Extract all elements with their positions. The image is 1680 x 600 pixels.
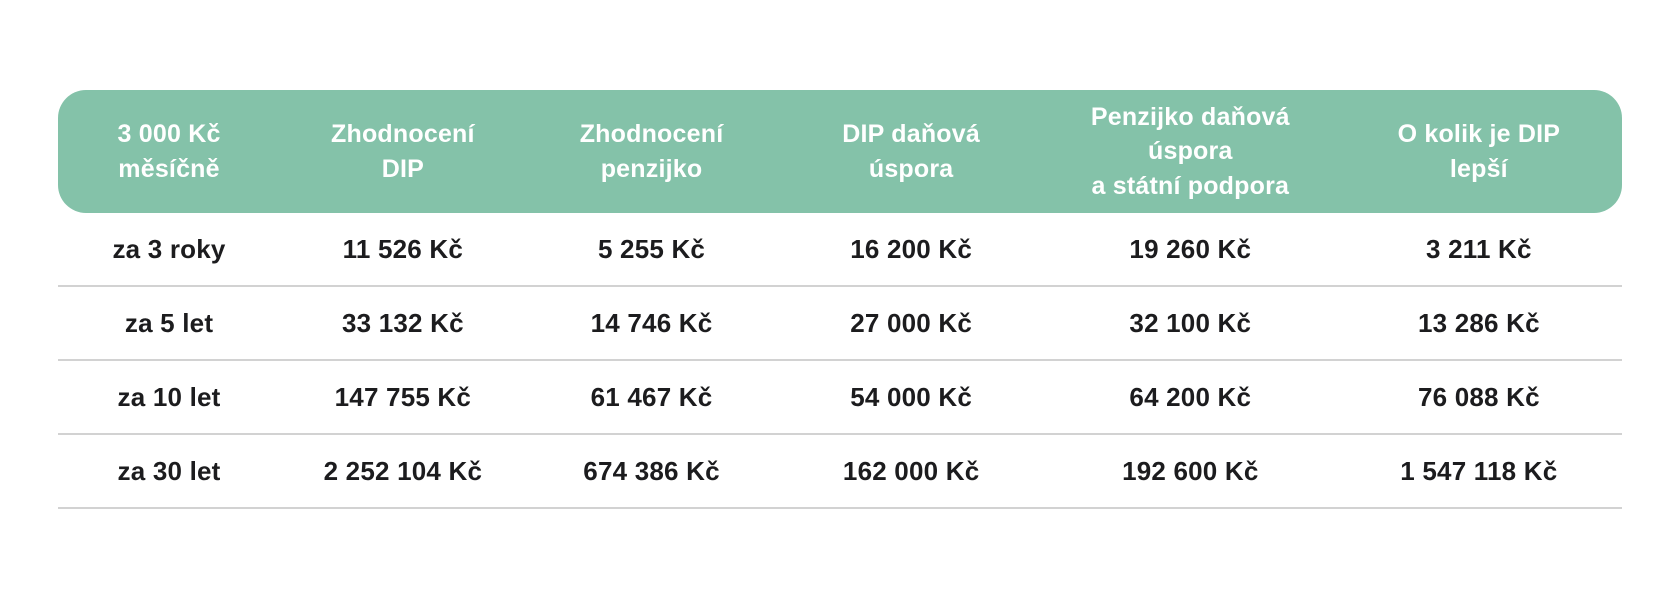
value-cell: 674 386 Kč — [583, 455, 720, 486]
value-cell: 16 200 Kč — [850, 233, 973, 264]
value-cell: 76 088 Kč — [1417, 381, 1540, 412]
value-cell: 2 252 104 Kč — [323, 455, 483, 486]
table-row: za 5 let 33 132 Kč 14 746 Kč 27 000 Kč 3… — [58, 287, 1622, 361]
value-cell: 27 000 Kč — [850, 307, 973, 338]
value-cell: 1 547 118 Kč — [1400, 455, 1558, 486]
row-label: za 3 roky — [112, 233, 226, 264]
column-header-dip-advantage: O kolik je DIP lepší — [1397, 120, 1561, 183]
value-cell: 14 746 Kč — [590, 307, 713, 338]
value-cell: 162 000 Kč — [842, 455, 980, 486]
table-row: za 30 let 2 252 104 Kč 674 386 Kč 162 00… — [58, 435, 1622, 509]
value-cell: 33 132 Kč — [341, 307, 464, 338]
table-row: za 3 roky 11 526 Kč 5 255 Kč 16 200 Kč 1… — [58, 213, 1622, 287]
value-cell: 64 200 Kč — [1129, 381, 1252, 412]
column-header-penzijko-growth: Zhodnocení penzijko — [579, 120, 724, 183]
value-cell: 61 467 Kč — [590, 381, 713, 412]
value-cell: 3 211 Kč — [1426, 233, 1532, 264]
column-header-penzijko-tax-saving: Penzijko daňová úspora a státní podpora — [1090, 102, 1290, 200]
column-header-monthly-amount: 3 000 Kč měsíčně — [117, 120, 221, 183]
row-label: za 30 let — [117, 455, 221, 486]
row-label: za 5 let — [124, 307, 214, 338]
value-cell: 147 755 Kč — [334, 381, 472, 412]
value-cell: 32 100 Kč — [1129, 307, 1252, 338]
table-row: za 10 let 147 755 Kč 61 467 Kč 54 000 Kč… — [58, 361, 1622, 435]
value-cell: 54 000 Kč — [850, 381, 973, 412]
column-header-dip-tax-saving: DIP daňová úspora — [842, 120, 980, 183]
row-label: za 10 let — [117, 381, 221, 412]
value-cell: 5 255 Kč — [597, 233, 706, 264]
value-cell: 11 526 Kč — [342, 233, 464, 264]
table-header-row: 3 000 Kč měsíčně Zhodnocení DIP Zhodnoce… — [58, 90, 1622, 213]
value-cell: 19 260 Kč — [1129, 233, 1252, 264]
value-cell: 13 286 Kč — [1417, 307, 1540, 338]
value-cell: 192 600 Kč — [1122, 455, 1259, 486]
column-header-dip-growth: Zhodnocení DIP — [331, 120, 475, 183]
dip-comparison-table: 3 000 Kč měsíčně Zhodnocení DIP Zhodnoce… — [58, 90, 1622, 509]
